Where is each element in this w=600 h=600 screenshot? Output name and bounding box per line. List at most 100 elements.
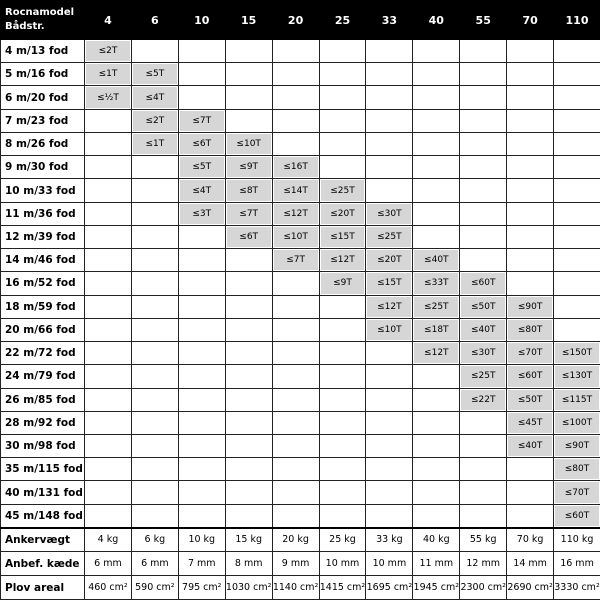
value-cell: ≤3T xyxy=(177,201,226,226)
corner-line: Rocnamodel xyxy=(5,7,75,18)
value-cell: ≤70T xyxy=(553,480,600,505)
empty-cell xyxy=(224,433,273,459)
boat-row: 24 m/79 fod ≤25T ≤60T ≤130T xyxy=(0,364,600,389)
row-label: 11 m/36 fod xyxy=(0,201,85,226)
value-cell: ≤30T xyxy=(365,201,414,226)
table-body: 4 m/13 fod ≤2T 5 m/16 fod ≤1T ≤5T 6 m/20 fod ≤… xyxy=(0,38,600,529)
empty-cell xyxy=(553,108,600,133)
spec-row: Plov areal 460 cm² 590 cm² 795 cm² 1030 cm² 1… xyxy=(0,575,600,600)
empty-cell xyxy=(271,387,320,412)
empty-cell xyxy=(506,131,555,157)
value-cell: ≤14T xyxy=(271,178,320,203)
value-cell: 55 kg xyxy=(459,526,508,552)
row-label: 10 m/33 fod xyxy=(0,178,85,203)
value-cell: ≤50T xyxy=(459,294,508,319)
empty-cell xyxy=(318,317,367,343)
empty-cell xyxy=(506,155,555,180)
spec-row: Anbef. kæde 6 mm 6 mm 7 mm 8 mm 9 mm 10 mm 10 m… xyxy=(0,551,600,576)
value-cell: 70 kg xyxy=(506,526,555,552)
empty-cell xyxy=(412,155,461,180)
empty-cell xyxy=(506,85,555,110)
empty-cell xyxy=(459,155,508,180)
boat-row: 20 m/66 fod ≤10T ≤18T ≤40T ≤80T xyxy=(0,317,600,343)
value-cell: 10 mm xyxy=(318,551,367,576)
column-header: 25 xyxy=(318,0,367,40)
empty-cell xyxy=(224,317,273,343)
value-cell: ≤115T xyxy=(553,387,600,412)
column-header: 55 xyxy=(459,0,508,40)
empty-cell xyxy=(177,503,226,529)
boat-row: 7 m/23 fod ≤2T ≤7T xyxy=(0,108,600,133)
value-cell: ≤1T xyxy=(84,62,132,87)
value-cell: ≤4T xyxy=(177,178,226,203)
value-cell: ≤12T xyxy=(318,248,367,273)
value-cell: ≤25T xyxy=(365,224,414,250)
empty-cell xyxy=(553,62,600,87)
row-label: 35 m/115 fod xyxy=(0,457,85,482)
empty-cell xyxy=(365,341,414,366)
row-label: Anbef. kæde xyxy=(0,551,85,576)
empty-cell xyxy=(318,38,367,64)
empty-cell xyxy=(506,224,555,250)
value-cell: ≤100T xyxy=(553,410,600,435)
empty-cell xyxy=(459,62,508,87)
boat-row: 14 m/46 fod ≤7T ≤12T ≤20T ≤40T xyxy=(0,248,600,273)
empty-cell xyxy=(177,85,226,110)
value-cell: ≤60T xyxy=(506,364,555,389)
column-header: 15 xyxy=(224,0,273,40)
empty-cell xyxy=(224,410,273,435)
value-cell: ≤10T xyxy=(224,131,273,157)
empty-cell xyxy=(459,178,508,203)
corner-line: Bådstr. xyxy=(5,21,45,32)
empty-cell xyxy=(365,38,414,64)
empty-cell xyxy=(177,38,226,64)
value-cell: ≤70T xyxy=(506,341,555,366)
header-row: Rocnamodel Bådstr. 4 6 10 15 20 25 33 40 55 70 110 xyxy=(0,0,600,40)
empty-cell xyxy=(84,317,132,343)
empty-cell xyxy=(412,62,461,87)
empty-cell xyxy=(318,131,367,157)
empty-cell xyxy=(130,433,179,459)
boat-row: 9 m/30 fod ≤5T ≤9T ≤16T xyxy=(0,155,600,180)
empty-cell xyxy=(84,248,132,273)
value-cell: 795 cm² xyxy=(177,575,226,600)
value-cell: ≤2T xyxy=(84,38,132,64)
empty-cell xyxy=(224,503,273,529)
row-label: 20 m/66 fod xyxy=(0,317,85,343)
empty-cell xyxy=(553,224,600,250)
empty-cell xyxy=(224,62,273,87)
empty-cell xyxy=(130,178,179,203)
empty-cell xyxy=(177,457,226,482)
boat-row: 35 m/115 fod ≤80T xyxy=(0,457,600,482)
value-cell: ≤6T xyxy=(224,224,273,250)
empty-cell xyxy=(84,410,132,435)
empty-cell xyxy=(459,85,508,110)
boat-row: 4 m/13 fod ≤2T xyxy=(0,38,600,64)
empty-cell xyxy=(318,410,367,435)
value-cell: ≤5T xyxy=(130,62,179,87)
empty-cell xyxy=(553,38,600,64)
empty-cell xyxy=(271,410,320,435)
empty-cell xyxy=(224,480,273,505)
empty-cell xyxy=(271,131,320,157)
boat-row: 22 m/72 fod ≤12T ≤30T ≤70T ≤150T xyxy=(0,341,600,366)
empty-cell xyxy=(318,433,367,459)
row-label: 24 m/79 fod xyxy=(0,364,85,389)
empty-cell xyxy=(412,38,461,64)
empty-cell xyxy=(271,433,320,459)
empty-cell xyxy=(130,410,179,435)
value-cell: 1140 cm² xyxy=(271,575,320,600)
value-cell: 9 mm xyxy=(271,551,320,576)
value-cell: ≤90T xyxy=(553,433,600,459)
boat-row: 45 m/148 fod ≤60T xyxy=(0,503,600,529)
value-cell: 10 kg xyxy=(177,526,226,552)
empty-cell xyxy=(130,248,179,273)
value-cell: 40 kg xyxy=(412,526,461,552)
boat-row: 6 m/20 fod ≤½T ≤4T xyxy=(0,85,600,110)
empty-cell xyxy=(271,503,320,529)
empty-cell xyxy=(224,271,273,296)
value-cell: ≤½T xyxy=(84,85,132,110)
empty-cell xyxy=(224,108,273,133)
empty-cell xyxy=(412,433,461,459)
row-label: 22 m/72 fod xyxy=(0,341,85,366)
